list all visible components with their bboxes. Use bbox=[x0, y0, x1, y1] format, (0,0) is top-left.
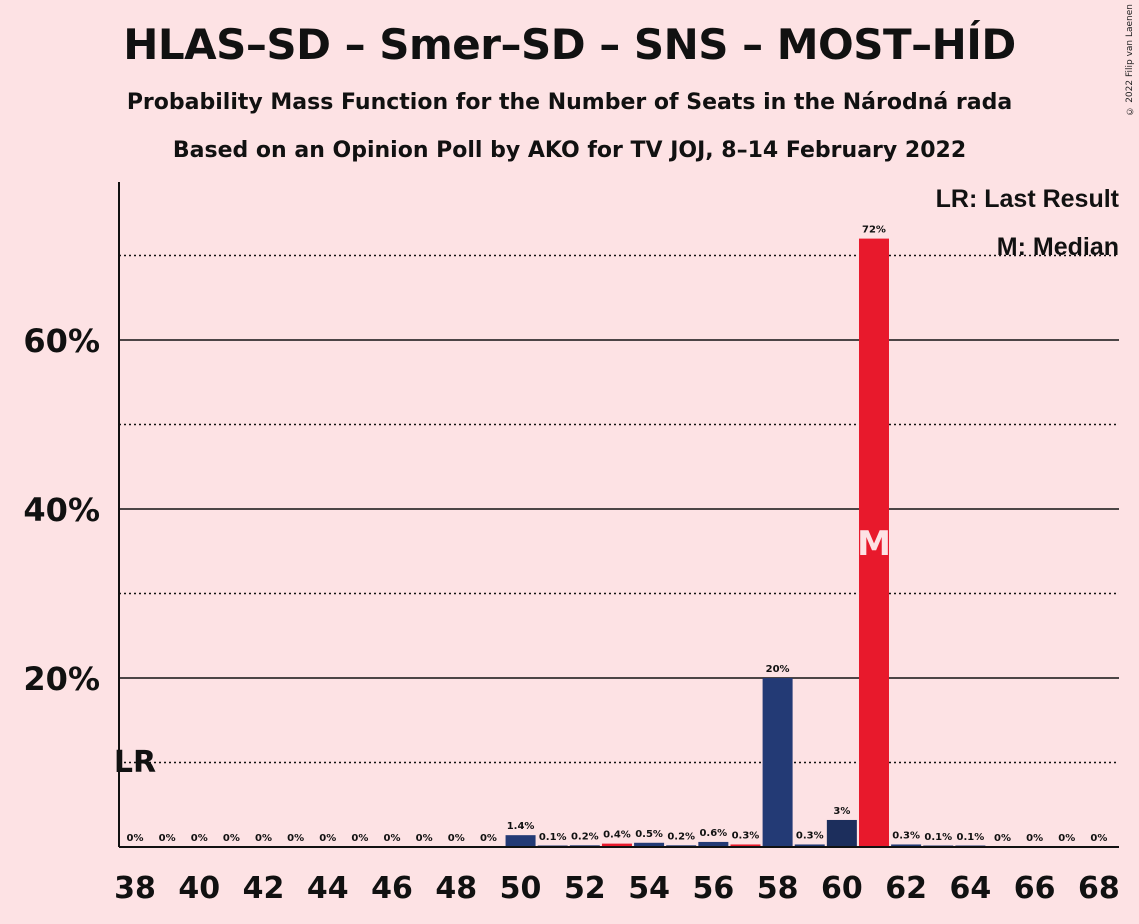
legend-last-result: LR: Last Result bbox=[935, 185, 1119, 213]
bar-value-label: 0.1% bbox=[539, 832, 567, 843]
x-tick-label: 52 bbox=[564, 871, 606, 906]
x-tick-label: 58 bbox=[757, 871, 799, 906]
x-tick-label: 54 bbox=[628, 871, 670, 906]
y-tick-label: 20% bbox=[23, 660, 100, 698]
bar-value-label: 3% bbox=[833, 806, 850, 817]
bar-value-label: 0.1% bbox=[957, 832, 985, 843]
bar-seat-59 bbox=[794, 844, 825, 847]
x-tick-label: 44 bbox=[307, 871, 349, 906]
x-tick-label: 68 bbox=[1078, 871, 1120, 906]
bar-value-label: 0.3% bbox=[796, 830, 824, 841]
bar-seat-54 bbox=[634, 842, 665, 847]
bar-value-label: 0.5% bbox=[635, 829, 663, 840]
bar-value-label: 0% bbox=[416, 833, 433, 844]
x-tick-label: 50 bbox=[500, 871, 542, 906]
last-result-marker: LR bbox=[114, 745, 156, 780]
bar-value-label: 0% bbox=[191, 833, 208, 844]
bar-value-label: 0% bbox=[223, 833, 240, 844]
bar-seat-62 bbox=[891, 844, 922, 847]
x-tick-label: 60 bbox=[821, 871, 863, 906]
bar-value-label: 0% bbox=[448, 833, 465, 844]
chart-title: HLAS–SD – Smer–SD – SNS – MOST–HÍD bbox=[123, 20, 1016, 69]
bar-seat-50 bbox=[505, 835, 536, 847]
bar-value-label: 0.1% bbox=[924, 832, 952, 843]
bar-value-label: 72% bbox=[862, 225, 886, 236]
bar-seat-57 bbox=[730, 844, 761, 847]
bar-value-label: 0% bbox=[480, 833, 497, 844]
bar-value-label: 0.2% bbox=[667, 831, 695, 842]
x-tick-label: 48 bbox=[435, 871, 477, 906]
bar-value-label: 0% bbox=[159, 833, 176, 844]
x-tick-label: 66 bbox=[1014, 871, 1056, 906]
x-tick-label: 38 bbox=[114, 871, 156, 906]
axes: 38 40 42 44 46 48 50 52 54 56 58 60 62 64 66 68 bbox=[114, 182, 1120, 906]
bar-seat-61 bbox=[858, 238, 889, 848]
grid-lines: 20% 40% 60% bbox=[23, 254, 1119, 764]
bar-value-label: 0% bbox=[1090, 833, 1107, 844]
chart-source: Based on an Opinion Poll by AKO for TV J… bbox=[172, 138, 967, 163]
bar-value-label: 0% bbox=[1026, 833, 1043, 844]
bar-value-label: 0.6% bbox=[699, 828, 727, 839]
bar-value-label: 0% bbox=[255, 833, 272, 844]
bar-seat-60 bbox=[826, 819, 857, 847]
bar-value-label: 0.2% bbox=[571, 831, 599, 842]
bar-value-label: 20% bbox=[766, 664, 790, 675]
bar-value-label: 0% bbox=[127, 833, 144, 844]
bar-value-label: 0.4% bbox=[603, 830, 631, 841]
bar-value-label: 0% bbox=[319, 833, 336, 844]
x-tick-label: 62 bbox=[885, 871, 927, 906]
bar-value-label: 0% bbox=[287, 833, 304, 844]
x-tick-label: 64 bbox=[950, 871, 992, 906]
bar-value-label: 0% bbox=[1058, 833, 1075, 844]
bar-seat-53 bbox=[601, 843, 632, 847]
bar-value-label: 0% bbox=[994, 833, 1011, 844]
bar-value-label: 0% bbox=[351, 833, 368, 844]
bar-value-label: 0% bbox=[384, 833, 401, 844]
bar-value-label: 0.3% bbox=[732, 830, 760, 841]
x-tick-label: 46 bbox=[371, 871, 413, 906]
median-marker: M bbox=[857, 524, 891, 564]
x-tick-label: 40 bbox=[178, 871, 220, 906]
y-tick-label: 40% bbox=[23, 491, 100, 529]
x-tick-label: 42 bbox=[243, 871, 285, 906]
legend-median: M: Median bbox=[996, 233, 1119, 261]
bar-value-label: 0.3% bbox=[892, 830, 920, 841]
bar-value-label: 1.4% bbox=[507, 821, 535, 832]
bar-seat-58 bbox=[762, 678, 793, 847]
x-tick-label: 56 bbox=[692, 871, 734, 906]
chart-subtitle: Probability Mass Function for the Number… bbox=[126, 90, 1013, 115]
y-tick-label: 60% bbox=[23, 322, 100, 360]
bar-seat-56 bbox=[698, 841, 729, 847]
bars: 0% 0% 0% 0% 0% 0% 0% 0% 0% 0% 0% 0% 1.4% 0.1% 0.2% 0.4%… bbox=[114, 225, 1107, 848]
